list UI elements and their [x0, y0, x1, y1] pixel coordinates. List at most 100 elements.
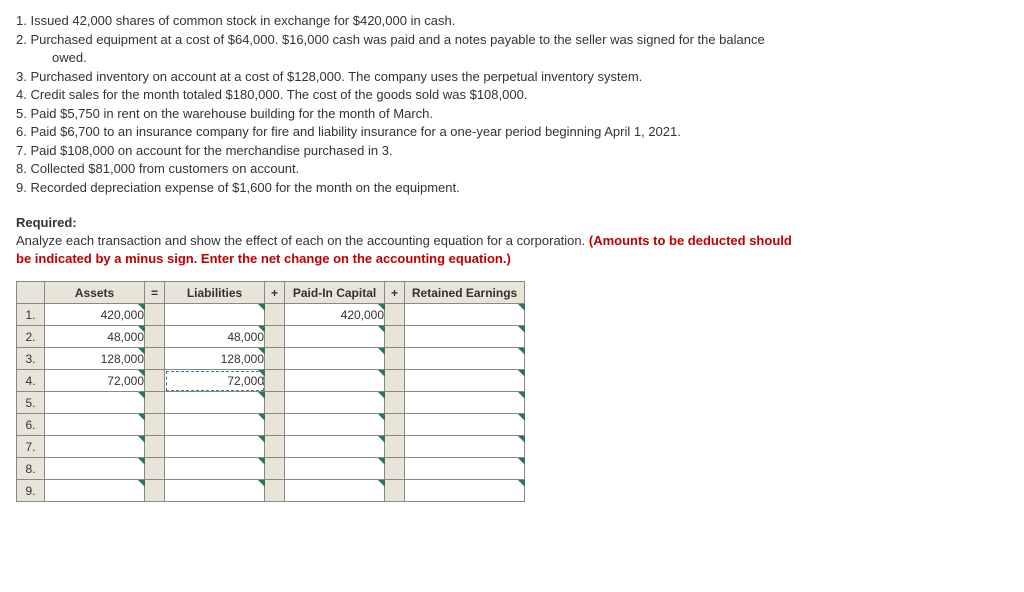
- cell-paid-in-capital[interactable]: 420,000: [285, 304, 385, 326]
- cell-retained-earnings[interactable]: [405, 326, 525, 348]
- row-number: 6.: [17, 414, 45, 436]
- op-spacer: [265, 326, 285, 348]
- cell-retained-earnings[interactable]: [405, 458, 525, 480]
- cell-assets[interactable]: 128,000: [45, 348, 145, 370]
- op-spacer: [265, 348, 285, 370]
- cell-paid-in-capital[interactable]: [285, 392, 385, 414]
- dropdown-indicator-icon: [378, 436, 385, 443]
- cell-liabilities[interactable]: [165, 480, 265, 502]
- table-row: 9.: [17, 480, 525, 502]
- transaction-item: 2. Purchased equipment at a cost of $64,…: [16, 31, 1008, 49]
- op-spacer: [145, 392, 165, 414]
- cell-retained-earnings[interactable]: [405, 370, 525, 392]
- cell-liabilities[interactable]: [165, 304, 265, 326]
- header-retained-earnings: Retained Earnings: [405, 282, 525, 304]
- op-spacer: [145, 436, 165, 458]
- op-spacer: [145, 458, 165, 480]
- header-equals: =: [145, 282, 165, 304]
- header-paid-in-capital: Paid-In Capital: [285, 282, 385, 304]
- transaction-item: 5. Paid $5,750 in rent on the warehouse …: [16, 105, 1008, 123]
- cell-assets[interactable]: 48,000: [45, 326, 145, 348]
- header-plus: +: [265, 282, 285, 304]
- dropdown-indicator-icon: [518, 414, 525, 421]
- dropdown-indicator-icon: [138, 304, 145, 311]
- cell-liabilities[interactable]: 48,000: [165, 326, 265, 348]
- dropdown-indicator-icon: [138, 414, 145, 421]
- transaction-list: 1. Issued 42,000 shares of common stock …: [16, 12, 1008, 196]
- dropdown-indicator-icon: [518, 458, 525, 465]
- op-spacer: [385, 392, 405, 414]
- cell-liabilities[interactable]: [165, 436, 265, 458]
- cell-retained-earnings[interactable]: [405, 480, 525, 502]
- transaction-item: 6. Paid $6,700 to an insurance company f…: [16, 123, 1008, 141]
- row-number: 8.: [17, 458, 45, 480]
- transaction-item-cont: owed.: [16, 49, 1008, 67]
- dropdown-indicator-icon: [258, 414, 265, 421]
- op-spacer: [145, 326, 165, 348]
- op-spacer: [145, 414, 165, 436]
- cell-retained-earnings[interactable]: [405, 414, 525, 436]
- dropdown-indicator-icon: [258, 480, 265, 487]
- dropdown-indicator-icon: [138, 392, 145, 399]
- cell-retained-earnings[interactable]: [405, 348, 525, 370]
- cell-assets[interactable]: [45, 414, 145, 436]
- op-spacer: [385, 370, 405, 392]
- cell-assets[interactable]: 420,000: [45, 304, 145, 326]
- cell-assets[interactable]: [45, 392, 145, 414]
- dropdown-indicator-icon: [258, 304, 265, 311]
- dropdown-indicator-icon: [518, 348, 525, 355]
- op-spacer: [265, 370, 285, 392]
- row-number: 5.: [17, 392, 45, 414]
- cell-paid-in-capital[interactable]: [285, 480, 385, 502]
- dropdown-indicator-icon: [258, 326, 265, 333]
- table-row: 6.: [17, 414, 525, 436]
- cell-assets[interactable]: 72,000: [45, 370, 145, 392]
- dropdown-indicator-icon: [378, 370, 385, 377]
- op-spacer: [385, 326, 405, 348]
- dropdown-indicator-icon: [518, 326, 525, 333]
- accounting-equation-table: Assets = Liabilities + Paid-In Capital +…: [16, 281, 525, 502]
- cell-paid-in-capital[interactable]: [285, 436, 385, 458]
- cell-paid-in-capital[interactable]: [285, 326, 385, 348]
- dropdown-indicator-icon: [378, 414, 385, 421]
- cell-retained-earnings[interactable]: [405, 436, 525, 458]
- cell-paid-in-capital[interactable]: [285, 348, 385, 370]
- cell-paid-in-capital[interactable]: [285, 458, 385, 480]
- dropdown-indicator-icon: [138, 436, 145, 443]
- cell-liabilities[interactable]: 72,000: [165, 370, 265, 392]
- dropdown-indicator-icon: [518, 370, 525, 377]
- dropdown-indicator-icon: [138, 458, 145, 465]
- row-number: 1.: [17, 304, 45, 326]
- header-blank: [17, 282, 45, 304]
- cell-assets[interactable]: [45, 436, 145, 458]
- cell-retained-earnings[interactable]: [405, 304, 525, 326]
- table-row: 5.: [17, 392, 525, 414]
- dropdown-indicator-icon: [258, 392, 265, 399]
- cell-liabilities[interactable]: [165, 392, 265, 414]
- cell-assets[interactable]: [45, 480, 145, 502]
- cell-paid-in-capital[interactable]: [285, 414, 385, 436]
- op-spacer: [145, 480, 165, 502]
- cell-liabilities[interactable]: [165, 414, 265, 436]
- cell-paid-in-capital[interactable]: [285, 370, 385, 392]
- table-row: 1.420,000420,000: [17, 304, 525, 326]
- cell-liabilities[interactable]: 128,000: [165, 348, 265, 370]
- cell-assets[interactable]: [45, 458, 145, 480]
- header-liabilities: Liabilities: [165, 282, 265, 304]
- cell-retained-earnings[interactable]: [405, 392, 525, 414]
- table-row: 8.: [17, 458, 525, 480]
- op-spacer: [265, 436, 285, 458]
- dropdown-indicator-icon: [378, 348, 385, 355]
- header-plus: +: [385, 282, 405, 304]
- row-number: 3.: [17, 348, 45, 370]
- op-spacer: [385, 480, 405, 502]
- op-spacer: [265, 480, 285, 502]
- row-number: 9.: [17, 480, 45, 502]
- op-spacer: [265, 304, 285, 326]
- required-text-red: (Amounts to be deducted should: [589, 233, 792, 248]
- dropdown-indicator-icon: [138, 326, 145, 333]
- cell-liabilities[interactable]: [165, 458, 265, 480]
- dropdown-indicator-icon: [138, 480, 145, 487]
- dropdown-indicator-icon: [378, 480, 385, 487]
- dropdown-indicator-icon: [518, 436, 525, 443]
